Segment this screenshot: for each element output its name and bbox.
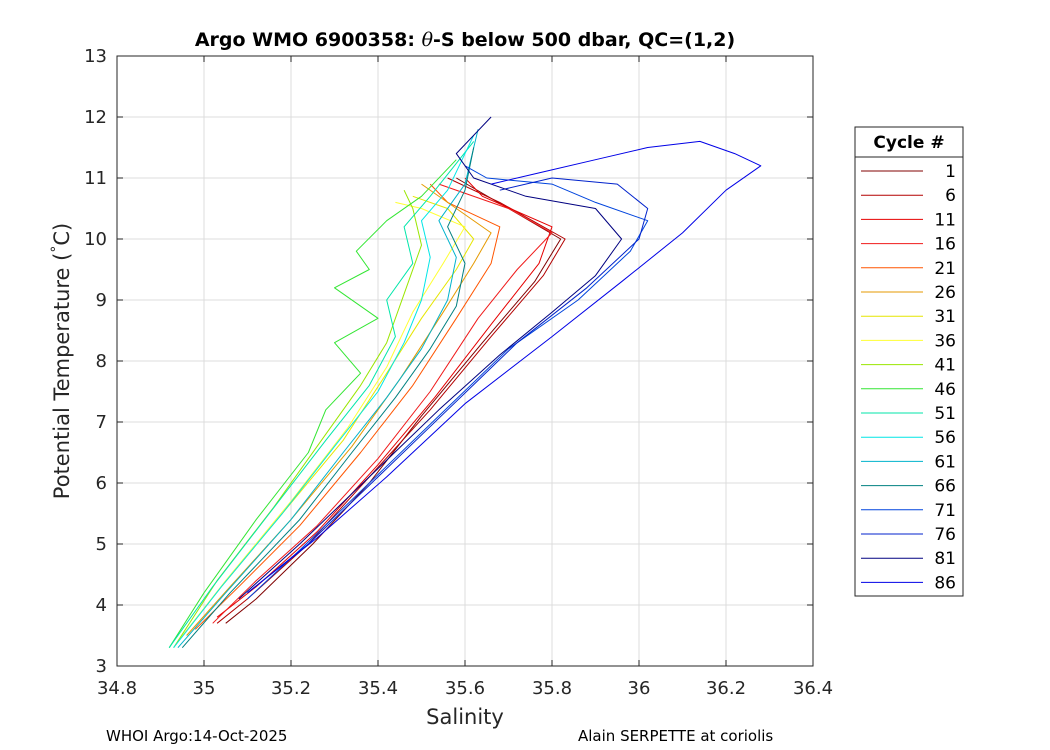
chart-title: Argo WMO 6900358: θ-S below 500 dbar, QC… [195, 29, 735, 51]
legend-label: 1 [945, 162, 956, 182]
legend-label: 66 [934, 477, 956, 497]
footer-left: WHOI Argo:14-Oct-2025 [106, 727, 287, 745]
x-tick-label: 35.4 [358, 678, 398, 699]
y-tick-label: 11 [84, 168, 107, 189]
series-line-cycle-61 [177, 129, 479, 649]
legend-label: 36 [934, 331, 956, 351]
legend-label: 21 [934, 259, 956, 279]
x-tick-label: 35.8 [532, 678, 572, 699]
y-axis-label-main: Potential Temperature ( [50, 253, 74, 500]
y-axis-label-unit: C) [50, 223, 74, 246]
legend-label: 11 [934, 210, 956, 230]
legend-label: 71 [934, 501, 956, 521]
legend-label: 56 [934, 428, 956, 448]
x-tick-label: 36.2 [706, 678, 746, 699]
legend-label: 41 [934, 356, 956, 376]
y-tick-label: 8 [96, 351, 107, 372]
legend-label: 16 [934, 235, 956, 255]
y-axis-label-degree: ° [49, 246, 65, 253]
y-tick-label: 10 [84, 229, 107, 250]
y-tick-label: 3 [96, 656, 107, 677]
legend-box [854, 126, 964, 597]
legend-title: Cycle # [873, 133, 944, 153]
legend-label: 61 [934, 452, 956, 472]
series-group [168, 116, 762, 649]
series-line-cycle-6 [216, 177, 566, 624]
series-line-cycle-76 [247, 177, 649, 594]
legend-label: 51 [934, 404, 956, 424]
title-suffix: -S below 500 dbar, QC=(1,2) [433, 29, 735, 51]
title-prefix: Argo WMO 6900358: [195, 29, 422, 51]
title-theta: θ [422, 29, 434, 51]
legend-label: 81 [934, 549, 956, 569]
y-tick-label: 4 [96, 595, 107, 616]
series-line-cycle-21 [194, 183, 501, 630]
y-tick-label: 7 [96, 412, 107, 433]
legend: Cycle # 16111621263136414651566166717681… [854, 126, 964, 597]
legend-label: 86 [934, 573, 956, 593]
series-line-cycle-1 [225, 177, 562, 624]
y-tick-label: 12 [84, 107, 107, 128]
series-line-cycle-11 [216, 177, 553, 618]
x-tick-label: 34.8 [97, 678, 137, 699]
x-tick-label: 35.2 [271, 678, 311, 699]
series-line-cycle-81 [238, 116, 623, 600]
legend-label: 46 [934, 380, 956, 400]
legend-label: 6 [945, 186, 956, 206]
y-tick-label: 5 [96, 534, 107, 555]
x-tick-label: 35 [193, 678, 216, 699]
series-line-cycle-16 [212, 183, 553, 624]
x-tick-label: 36.4 [793, 678, 833, 699]
series-line-cycle-56 [173, 135, 475, 649]
legend-label: 31 [934, 307, 956, 327]
x-tick-label: 35.6 [445, 678, 485, 699]
x-tick-label: 36 [628, 678, 651, 699]
y-tick-label: 9 [96, 290, 107, 311]
series-line-cycle-51 [168, 141, 475, 648]
series-line-cycle-66 [181, 147, 475, 649]
y-axis-label: Potential Temperature (°C) [49, 223, 74, 499]
series-line-cycle-36 [177, 201, 466, 642]
y-tick-label: 13 [84, 46, 107, 67]
series-line-cycle-71 [247, 165, 649, 600]
ticks: 34.8 35 35.2 35.4 35.6 35.8 36 36.2 36.4 3 4 5 6 7 8 9 1… [84, 46, 833, 699]
x-axis-label: Salinity [426, 705, 504, 729]
legend-label: 26 [934, 283, 956, 303]
legend-label: 76 [934, 525, 956, 545]
series-line-cycle-46 [168, 159, 457, 648]
y-tick-label: 6 [96, 473, 107, 494]
footer-right: Alain SERPETTE at coriolis [578, 727, 773, 745]
series-line-cycle-86 [247, 140, 762, 594]
